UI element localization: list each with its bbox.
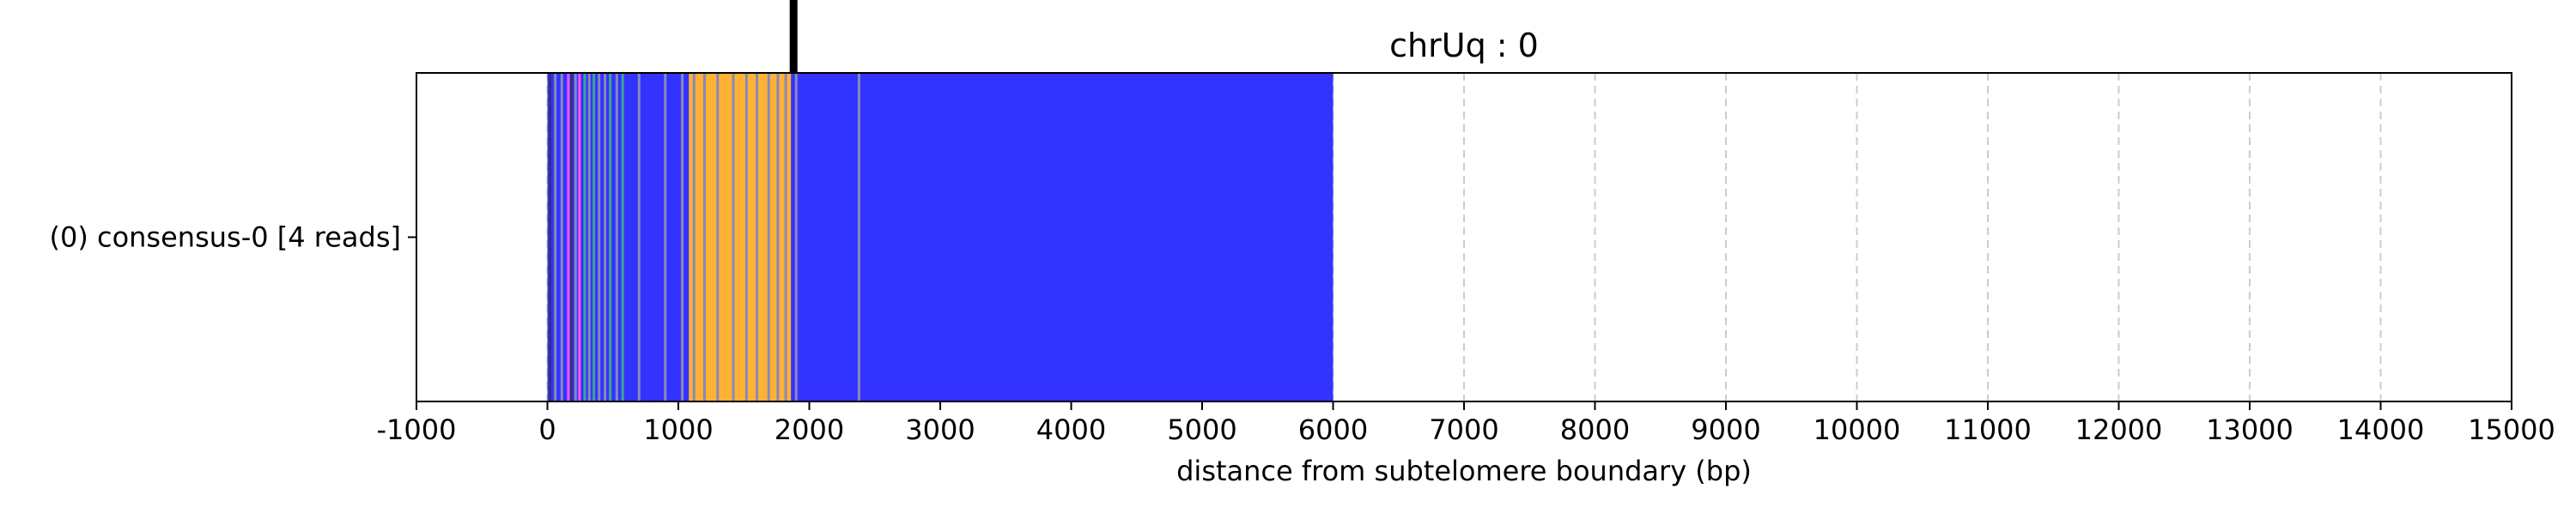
x-axis-label: distance from subtelomere boundary (bp) bbox=[1176, 455, 1752, 487]
stripe-grey bbox=[767, 73, 770, 401]
stripe-grey bbox=[664, 73, 667, 401]
x-tick-label: 11000 bbox=[1944, 413, 2032, 446]
stripe-grey bbox=[574, 73, 577, 401]
x-tick-label: -1000 bbox=[377, 413, 457, 446]
plot-area bbox=[416, 0, 2512, 402]
stripe-magenta bbox=[578, 73, 581, 401]
stripe-grey bbox=[692, 73, 696, 401]
segment-orange bbox=[689, 73, 792, 401]
stripe-grey bbox=[794, 73, 798, 401]
stripe-grey bbox=[744, 73, 748, 401]
x-tick-label: 4000 bbox=[1036, 413, 1106, 446]
x-tick-label: 7000 bbox=[1429, 413, 1498, 446]
x-tick-labels: -1000 0 1000 2000 3000 4000 5000 6000 7000 8000 90… bbox=[377, 401, 2555, 446]
stripe-grey bbox=[716, 73, 720, 401]
stripe-grey bbox=[587, 73, 591, 401]
x-tick-label: 12000 bbox=[2075, 413, 2163, 446]
x-tick-label: 8000 bbox=[1560, 413, 1630, 446]
stripe-grey bbox=[756, 73, 758, 401]
x-tick-label: 10000 bbox=[1814, 413, 1901, 446]
stripe-grey bbox=[598, 73, 601, 401]
stripe-teal bbox=[609, 73, 612, 401]
x-tick-label: 5000 bbox=[1167, 413, 1236, 446]
x-tick-label: 1000 bbox=[643, 413, 713, 446]
y-tick-label: (0) consensus-0 [4 reads] bbox=[49, 221, 401, 254]
stripe-grey bbox=[857, 73, 860, 401]
x-tick-label: 9000 bbox=[1691, 413, 1760, 446]
stripe-teal bbox=[621, 73, 624, 401]
stripe-dark bbox=[570, 73, 574, 401]
stripe-grey bbox=[784, 73, 787, 401]
stripe-teal bbox=[592, 73, 596, 401]
stripe-grey bbox=[732, 73, 735, 401]
stripe-grey bbox=[604, 73, 607, 401]
stripe-grey bbox=[554, 73, 557, 401]
stripe-grey bbox=[637, 73, 641, 401]
segment-blue bbox=[547, 73, 1334, 401]
x-tick-label: 2000 bbox=[775, 413, 844, 446]
stripe-grey bbox=[560, 73, 563, 401]
stripe-grey bbox=[703, 73, 706, 401]
stripe-teal bbox=[583, 73, 586, 401]
x-tick-label: 3000 bbox=[905, 413, 975, 446]
stripe-grey bbox=[681, 73, 684, 401]
stripe-magenta bbox=[567, 73, 570, 401]
chart-title: chrUq : 0 bbox=[1389, 27, 1539, 64]
x-tick-label: 15000 bbox=[2468, 413, 2555, 446]
x-tick-label: 0 bbox=[538, 413, 556, 446]
y-tick-labels: (0) consensus-0 [4 reads] bbox=[49, 221, 416, 254]
x-tick-label: 6000 bbox=[1298, 413, 1368, 446]
stripe-grey bbox=[776, 73, 780, 401]
x-tick-label: 14000 bbox=[2337, 413, 2425, 446]
x-tick-label: 13000 bbox=[2206, 413, 2293, 446]
stripe-grey bbox=[615, 73, 618, 401]
stripe-dark bbox=[549, 73, 552, 401]
